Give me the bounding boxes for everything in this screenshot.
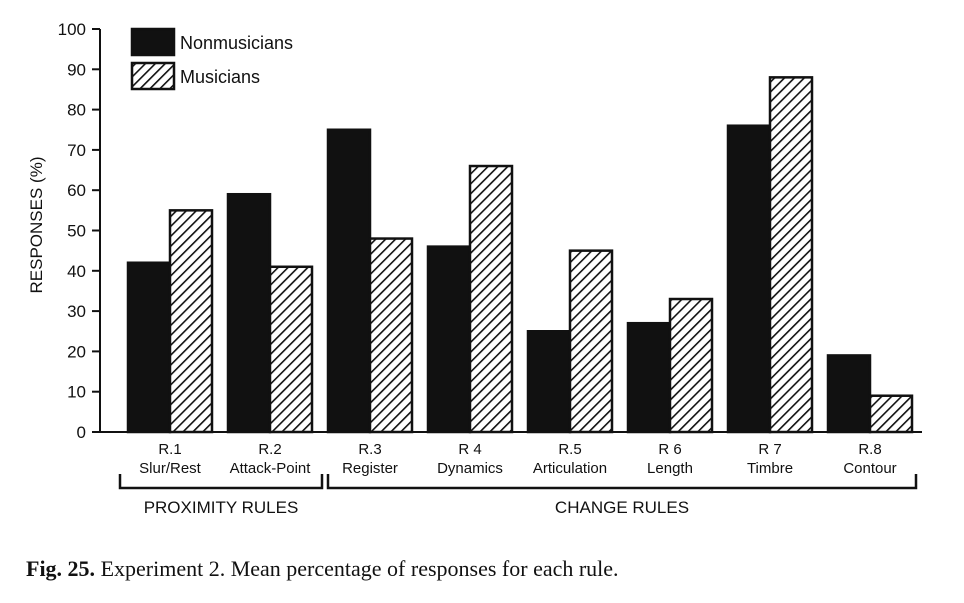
bars <box>126 76 914 434</box>
category-code-label: R.5 <box>558 441 581 458</box>
y-tick-label: 90 <box>67 60 86 79</box>
group-bracket <box>326 474 918 490</box>
figure-caption: Fig. 25. Experiment 2. Mean percentage o… <box>26 556 946 582</box>
y-tick-label: 100 <box>58 20 86 39</box>
bar-musicians-1 <box>168 209 214 434</box>
bar-nonmusicians-2 <box>226 192 272 434</box>
bar-musicians-2 <box>268 265 314 434</box>
category-code-label: R 7 <box>758 441 781 458</box>
category-name-label: Articulation <box>533 460 607 477</box>
y-tick-label: 80 <box>67 101 86 120</box>
y-axis-label: RESPONSES (%) <box>27 157 46 294</box>
y-tick-label: 30 <box>67 302 86 321</box>
category-name-label: Dynamics <box>437 460 503 477</box>
y-tick-label: 20 <box>67 342 86 361</box>
y-tick-label: 0 <box>77 423 86 442</box>
bar-nonmusicians-4 <box>426 245 472 434</box>
category-name-label: Register <box>342 460 398 477</box>
y-tick-label: 70 <box>67 141 86 160</box>
bar-musicians-6 <box>668 297 714 434</box>
category-name-label: Timbre <box>747 460 793 477</box>
legend-swatch-musicians <box>130 61 176 91</box>
category-code-label: R.8 <box>858 441 881 458</box>
bar-musicians-8 <box>868 394 914 434</box>
category-name-label: Contour <box>843 460 896 477</box>
y-tick-label: 40 <box>67 262 86 281</box>
y-tick-label: 50 <box>67 222 86 241</box>
bar-musicians-5 <box>568 249 614 434</box>
category-name-label: Length <box>647 460 693 477</box>
category-code-label: R 6 <box>658 441 681 458</box>
group-label: PROXIMITY RULES <box>144 498 299 517</box>
bar-nonmusicians-7 <box>726 124 772 434</box>
category-code-label: R.3 <box>358 441 381 458</box>
bar-nonmusicians-1 <box>126 261 172 434</box>
bar-chart: 0 10 20 30 40 50 60 70 80 90 100 R.1 Slur/Rest R.2 At… <box>27 20 922 517</box>
bar-nonmusicians-3 <box>326 128 372 434</box>
caption-text: Experiment 2. Mean percentage of respons… <box>100 556 619 581</box>
bar-musicians-3 <box>368 237 414 434</box>
legend: Nonmusicians Musicians <box>130 27 293 91</box>
bar-nonmusicians-6 <box>626 321 672 434</box>
caption-label: Fig. 25. <box>26 556 96 581</box>
legend-label-nonmusicians: Nonmusicians <box>180 33 293 53</box>
category-name-label: Slur/Rest <box>139 460 202 477</box>
group-label: CHANGE RULES <box>555 498 689 517</box>
x-axis-labels: R.1 Slur/Rest R.2 Attack-Point R.3 Register R … <box>139 441 897 477</box>
bar-nonmusicians-8 <box>826 354 872 434</box>
category-code-label: R.1 <box>158 441 181 458</box>
bar-musicians-4 <box>468 164 514 434</box>
bar-musicians-7 <box>768 76 814 434</box>
y-tick-label: 60 <box>67 181 86 200</box>
group-bracket <box>118 474 324 490</box>
y-tick-label: 10 <box>67 383 86 402</box>
rule-groups: PROXIMITY RULES CHANGE RULES <box>118 474 918 517</box>
category-name-label: Attack-Point <box>230 460 312 477</box>
category-code-label: R 4 <box>458 441 481 458</box>
category-code-label: R.2 <box>258 441 281 458</box>
legend-label-musicians: Musicians <box>180 67 260 87</box>
bar-nonmusicians-5 <box>526 330 572 434</box>
legend-swatch-nonmusicians <box>130 27 176 57</box>
